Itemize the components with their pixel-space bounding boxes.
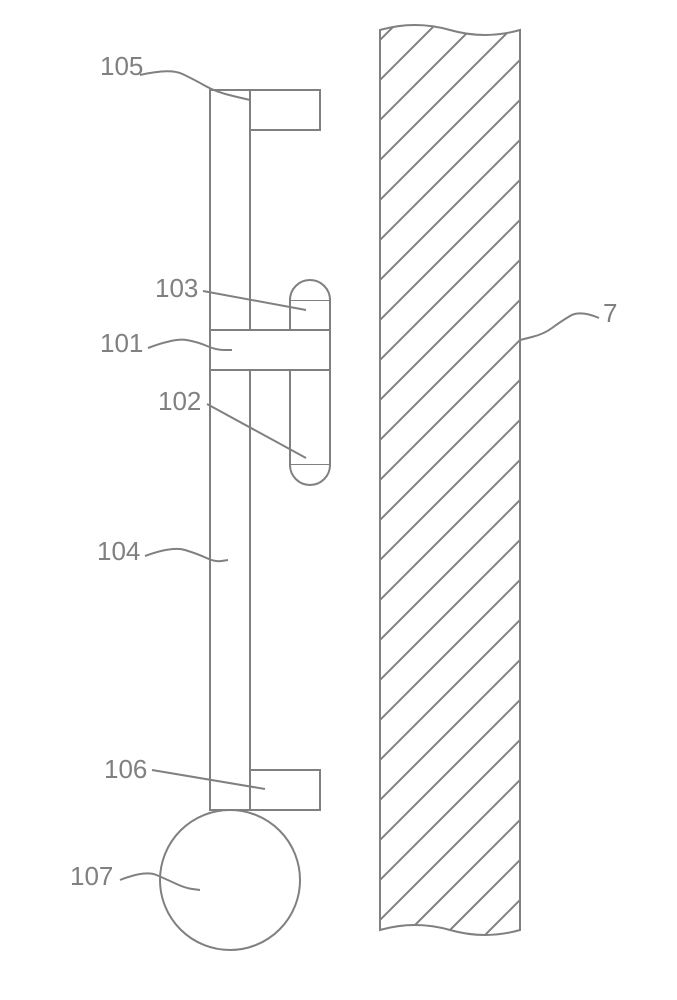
label-106: 106 <box>104 754 147 784</box>
ball <box>160 810 300 950</box>
leader-105 <box>140 71 250 100</box>
pivot-dome-top <box>290 280 330 300</box>
pivot-shaft <box>290 300 330 465</box>
diagram-svg: 105 103 101 102 104 106 107 7 <box>0 0 677 1000</box>
hatched-column-fill <box>0 20 677 940</box>
label-107: 107 <box>70 861 113 891</box>
leader-7 <box>520 313 599 340</box>
pivot-dome-bottom <box>290 465 330 485</box>
label-7: 7 <box>603 298 617 328</box>
vertical-bar <box>210 90 250 810</box>
label-105: 105 <box>100 51 143 81</box>
upper-block <box>250 90 320 130</box>
label-104: 104 <box>97 536 140 566</box>
lower-block <box>250 770 320 810</box>
label-103: 103 <box>155 273 198 303</box>
diagram-stage: 105 103 101 102 104 106 107 7 <box>0 0 677 1000</box>
label-101: 101 <box>100 328 143 358</box>
label-102: 102 <box>158 386 201 416</box>
